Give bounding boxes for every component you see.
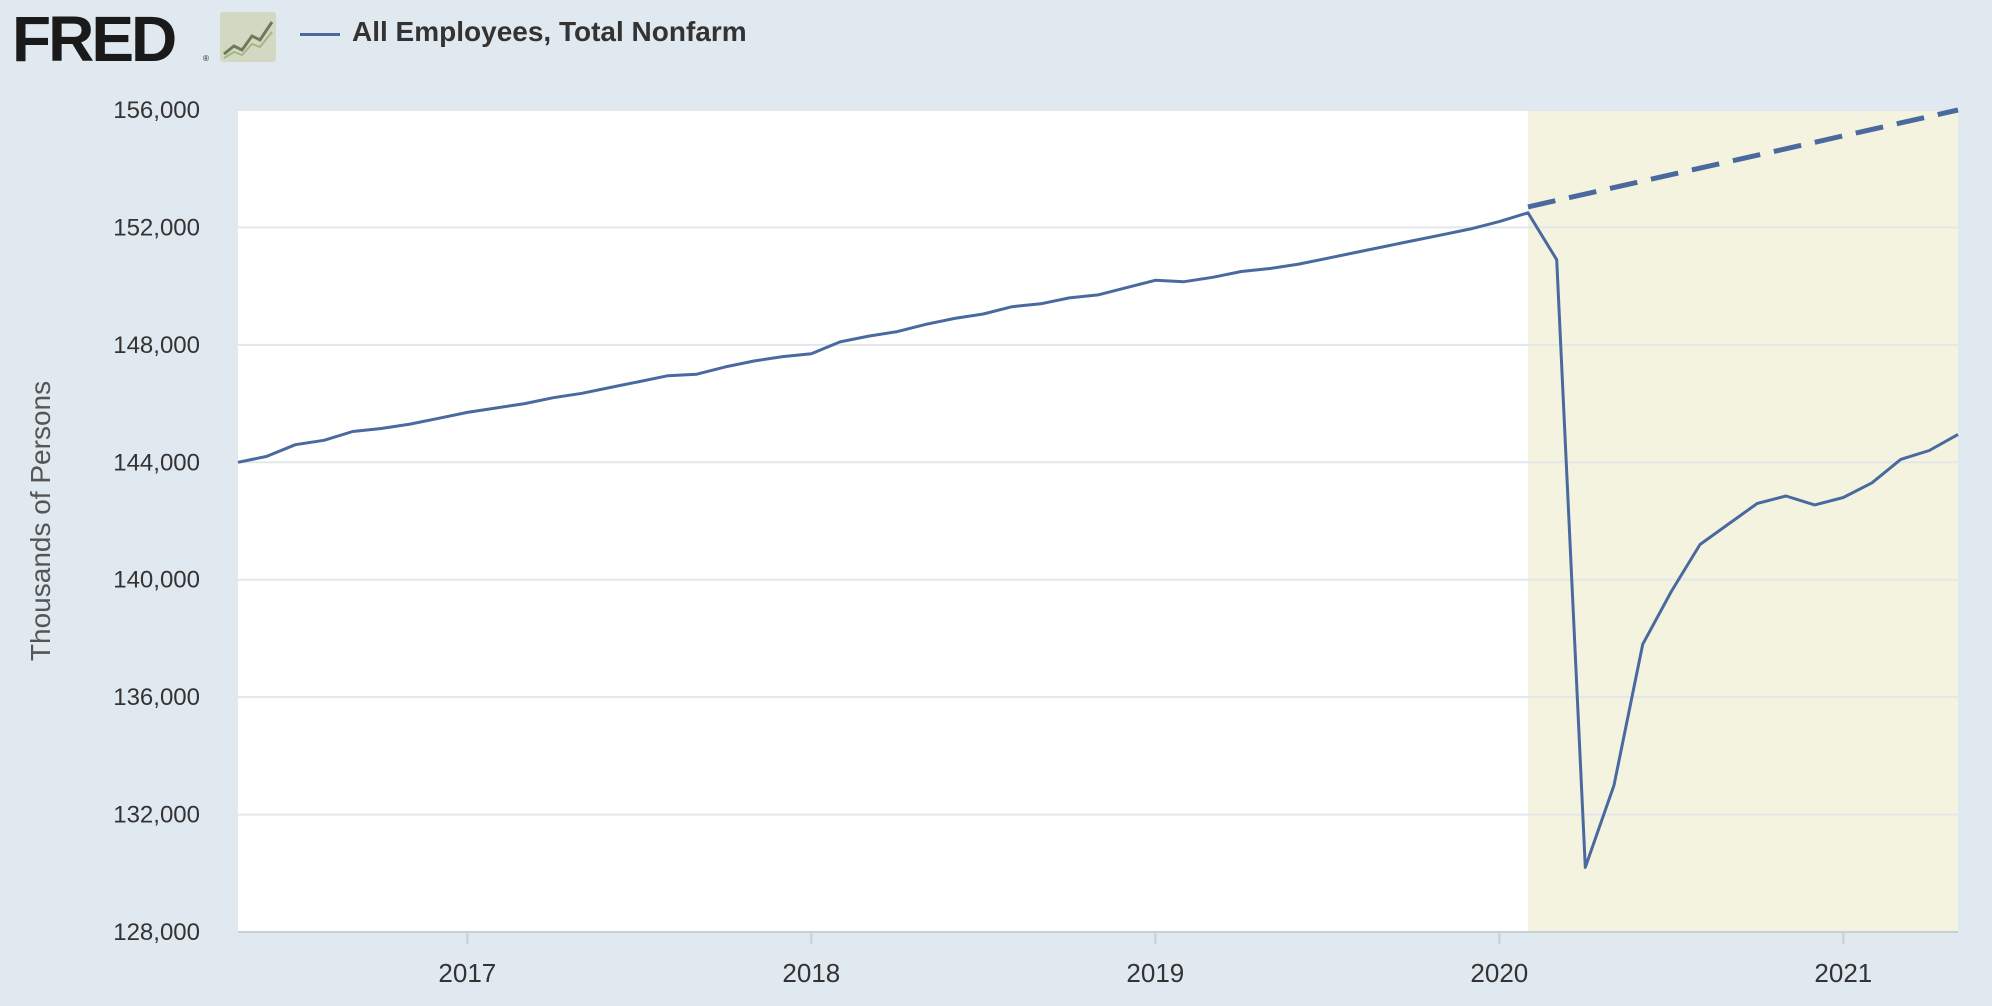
y-tick-label: 152,000	[113, 214, 200, 241]
x-axis: 2017 2018 2019 2020 2021	[238, 931, 1958, 988]
registered-mark: ®	[203, 54, 209, 63]
y-tick-label: 132,000	[113, 802, 200, 829]
y-tick-label: 148,000	[113, 332, 200, 359]
x-tick-label: 2021	[1814, 958, 1872, 988]
chart-header: FRED ® All Employees, Total Nonfarm	[0, 0, 1992, 80]
x-tick-label: 2017	[438, 958, 496, 988]
y-axis-label: Thousands of Persons	[25, 381, 56, 661]
series-group	[237, 107, 1959, 869]
x-tick-label: 2018	[782, 958, 840, 988]
y-tick-label: 140,000	[113, 567, 200, 594]
line-chart-icon	[220, 12, 276, 62]
x-tick-label: 2020	[1470, 958, 1528, 988]
legend-swatch	[300, 33, 340, 36]
y-tick-label: 128,000	[113, 919, 200, 946]
x-tick-label: 2019	[1126, 958, 1184, 988]
trend-projection-line[interactable]	[1527, 107, 1959, 210]
y-tick-label: 136,000	[113, 684, 200, 711]
fred-logo[interactable]: FRED	[12, 3, 177, 75]
y-tick-label: 144,000	[113, 449, 200, 476]
series-line[interactable]	[237, 211, 1959, 869]
recession-shading	[1528, 110, 1958, 932]
y-tick-label: 156,000	[113, 97, 200, 124]
y-axis: 128,000 132,000 136,000 140,000 144,000 148,0…	[113, 97, 200, 946]
legend-label[interactable]: All Employees, Total Nonfarm	[352, 16, 747, 47]
